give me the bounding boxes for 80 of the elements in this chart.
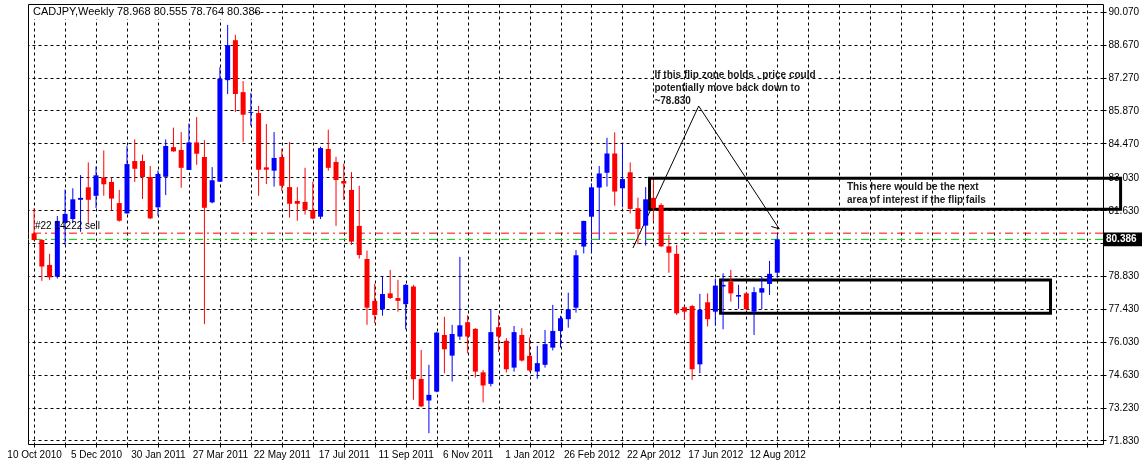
y-tick-label: 74.630 [1108,369,1140,381]
candlestick [480,369,486,403]
candlestick [93,165,99,209]
x-tick-label: 6 Nov 2011 [442,448,494,460]
candlestick [565,292,571,329]
candlestick [248,92,254,127]
x-tick-label: 5 Dec 2010 [70,448,123,460]
candlestick [403,283,409,330]
candlestick [101,149,107,197]
x-tick-label: 1 Jan 2012 [505,448,556,460]
candlestick [457,256,463,341]
candlestick [759,276,765,310]
candlestick [465,314,471,354]
x-tick-label: 10 Oct 2010 [7,448,63,460]
candlestick [751,286,757,336]
candlestick [372,283,378,324]
y-tick-label: 73.230 [1108,402,1140,414]
y-tick-label: 78.830 [1108,270,1140,282]
candlestick [294,186,300,222]
x-tick-label: 17 Jul 2011 [318,448,371,460]
candlestick [333,156,339,227]
x-tick-label: 22 May 2011 [253,448,312,460]
candlestick [496,314,502,353]
candlestick [271,131,277,188]
ref-line-label: 80.386 [1106,233,1138,245]
x-tick-label: 12 Aug 2012 [749,448,807,460]
candlestick [116,189,122,223]
candlestick [619,143,625,208]
candlestick [209,166,215,204]
x-tick-label: 22 Apr 2012 [626,448,682,460]
candlestick [109,176,115,212]
x-tick-label: 27 Mar 2011 [192,448,249,460]
x-tick-label: 26 Feb 2012 [563,448,621,460]
candlestick [379,276,385,317]
candlestick [47,253,53,281]
candlestick [650,179,656,223]
candlestick [426,364,432,434]
candlestick [263,123,269,185]
y-tick-label: 87.270 [1108,72,1140,84]
y-tick-label: 76.030 [1108,336,1140,348]
candlestick [441,316,447,374]
candlestick [302,167,308,216]
y-tick-label: 85.870 [1108,104,1140,116]
annotation: This here would be the next area of interest if the flip fails [846,181,987,205]
y-tick-label: 71.830 [1108,434,1140,446]
annotation: If this flip zone holds , price could potentially move back down to ~78.830 [654,69,816,106]
x-tick-label: 11 Sep 2011 [378,448,435,460]
candlestick [240,80,246,143]
candlestick [139,154,145,200]
x-tick-label: 30 Jan 2011 [131,448,187,460]
candlestick [170,127,176,153]
candlestick [542,329,548,369]
x-tick-label: 17 Jun 2012 [688,448,744,460]
candlestick [596,165,602,241]
candlestick [194,116,200,166]
candlestick [310,181,316,220]
candlestick [558,315,564,349]
candlestick [767,260,773,296]
candlestick [720,272,726,330]
candlestick [743,291,749,311]
candlestick [736,284,742,310]
candlestick [132,138,138,183]
y-tick-label: 84.470 [1108,137,1140,149]
candlestick [705,292,711,327]
candlestick [527,337,533,373]
candlestick [341,163,347,201]
chart-title: CADJPY,Weekly 78.968 80.555 78.764 80.386 [33,5,261,17]
candlestick [395,279,401,313]
y-tick-label: 88.670 [1108,39,1140,51]
candlestick [550,304,556,351]
candlestick [325,129,331,172]
candlestick [287,141,293,219]
y-tick-label: 90.070 [1108,6,1140,18]
candlestick [728,269,734,303]
y-tick-label: 77.430 [1108,303,1140,315]
candlestick [178,131,184,189]
candlestick [604,137,610,188]
candlestick [534,345,540,380]
candlestick [387,269,393,300]
candlestick [449,324,455,382]
